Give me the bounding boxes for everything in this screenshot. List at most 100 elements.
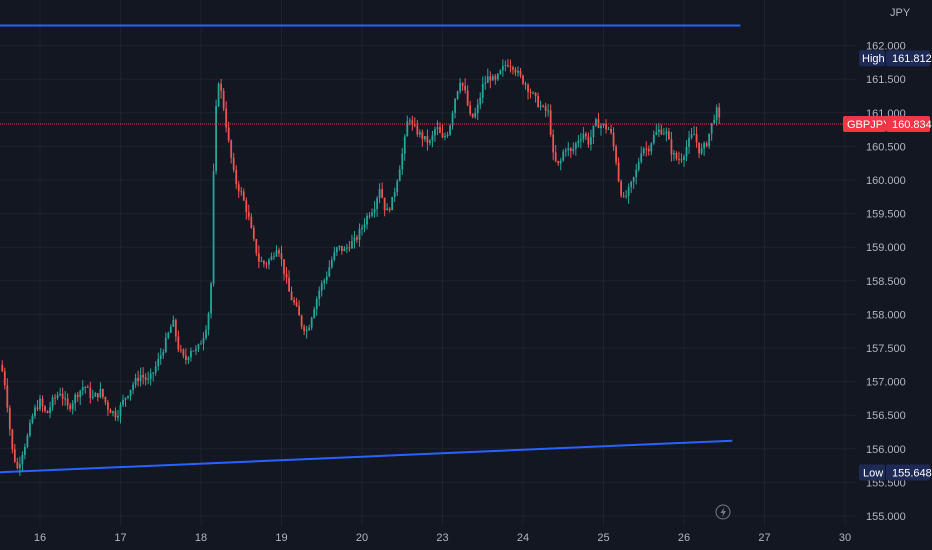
candle-body xyxy=(187,357,190,361)
candle-body xyxy=(491,76,494,81)
candle-body xyxy=(499,70,502,74)
candle-body xyxy=(690,134,693,138)
candle-body xyxy=(1,364,4,372)
candle-body xyxy=(109,409,112,414)
candle-body xyxy=(444,135,446,138)
candle-body xyxy=(164,337,167,353)
candle-body xyxy=(29,423,31,436)
candle-body xyxy=(421,132,424,140)
candle-body xyxy=(401,153,404,170)
candle-body xyxy=(559,160,562,164)
candle-body xyxy=(494,76,497,80)
candle-body xyxy=(532,92,534,94)
trendlines[interactable] xyxy=(0,24,741,474)
low-price-tag: Low 155.648 xyxy=(859,464,932,481)
low-label: Low xyxy=(863,467,883,479)
candle-body xyxy=(288,277,290,292)
candle-body xyxy=(700,148,703,154)
candle-body xyxy=(11,429,14,450)
candle-body xyxy=(517,70,519,73)
candle-body xyxy=(620,181,623,196)
candle-body xyxy=(69,405,72,409)
candle-body xyxy=(215,106,217,172)
candle-body xyxy=(205,329,207,338)
price-tags: GBPJPY 160.834 High 161.812 Low 155.648 xyxy=(843,50,932,481)
candle-body xyxy=(678,158,680,160)
candle-body xyxy=(182,349,185,356)
candle-body xyxy=(484,82,487,84)
candle-body xyxy=(41,398,44,407)
candle-body xyxy=(685,146,688,157)
candle-body xyxy=(49,407,51,413)
x-tick-label: 16 xyxy=(34,532,46,544)
candle-body xyxy=(657,129,660,133)
candle-body xyxy=(381,189,384,198)
candle-body xyxy=(220,83,223,91)
candle-body xyxy=(235,169,238,185)
candle-body xyxy=(612,132,615,147)
candle-body xyxy=(179,349,182,351)
candle-body xyxy=(509,66,512,68)
candle-body xyxy=(76,394,79,398)
candle-body xyxy=(577,140,580,144)
candle-body xyxy=(413,124,416,126)
candle-body xyxy=(683,156,685,161)
candle-body xyxy=(340,245,343,252)
candle-body xyxy=(655,132,658,135)
candle-body xyxy=(270,256,273,260)
y-tick-label: 155.000 xyxy=(866,511,906,523)
trendline[interactable] xyxy=(0,439,733,474)
candle-body xyxy=(587,136,590,145)
candle-body xyxy=(64,398,67,400)
candle-body xyxy=(262,260,265,264)
candle-body xyxy=(252,227,255,240)
candle-body xyxy=(544,106,547,111)
candle-body xyxy=(471,113,474,118)
candle-body xyxy=(572,148,575,152)
candle-body xyxy=(386,208,389,211)
candle-body xyxy=(537,95,539,107)
candle-body xyxy=(519,70,522,76)
y-tick-label: 156.000 xyxy=(866,444,906,456)
candle-body xyxy=(257,253,260,262)
candle-body xyxy=(584,133,587,137)
candle-body xyxy=(172,319,175,327)
candle-body xyxy=(139,374,142,382)
candle-body xyxy=(351,241,353,249)
candle-body xyxy=(514,69,517,73)
time-axis[interactable]: 16 17 18 19 20 23 24 25 26 27 30 xyxy=(0,526,932,550)
candle-body xyxy=(89,387,92,398)
candle-body xyxy=(99,389,102,398)
x-tick-label: 27 xyxy=(758,532,770,544)
candle-body xyxy=(652,134,655,144)
candle-body xyxy=(630,181,633,188)
candle-body xyxy=(39,398,41,410)
candle-body xyxy=(512,67,514,70)
candle-body xyxy=(439,127,441,133)
candle-body xyxy=(134,377,137,385)
candle-body xyxy=(227,127,230,141)
candle-body xyxy=(698,142,700,154)
candle-body xyxy=(54,397,56,399)
candle-body xyxy=(632,177,635,182)
candle-body xyxy=(190,350,192,358)
candle-body xyxy=(574,143,577,149)
candle-body xyxy=(132,384,134,390)
candle-body xyxy=(338,245,341,248)
candle-body xyxy=(74,394,77,404)
candle-body xyxy=(622,195,625,197)
candle-body xyxy=(280,253,283,260)
x-tick-label: 24 xyxy=(517,532,529,544)
candle-body xyxy=(278,250,280,254)
candle-body xyxy=(117,416,119,418)
candle-body xyxy=(298,305,301,316)
candle-body xyxy=(524,83,527,85)
candle-body xyxy=(368,215,371,217)
candle-body xyxy=(101,389,104,397)
candle-body xyxy=(441,132,444,138)
candle-body xyxy=(328,267,331,277)
lightning-icon[interactable] xyxy=(715,504,731,520)
high-label: High xyxy=(862,53,885,65)
